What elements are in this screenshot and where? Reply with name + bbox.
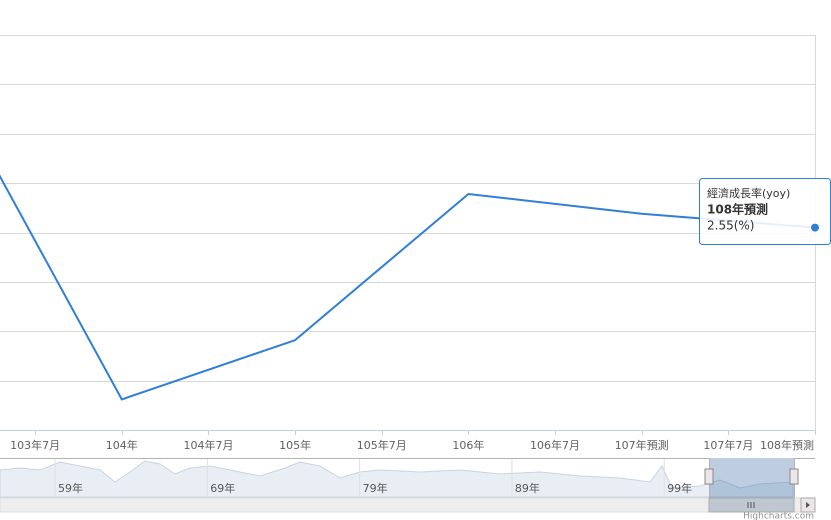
navigator-label: 69年 — [210, 481, 235, 495]
x-tick-label: 108年預測 — [760, 438, 814, 452]
x-tick-label: 106年7月 — [530, 438, 580, 452]
navigator: 59年 69年 79年 89年 99年 — [0, 458, 815, 498]
x-tick-label: 104年7月 — [183, 438, 233, 452]
scrollbar — [0, 497, 816, 513]
hover-marker — [810, 222, 820, 233]
x-tick-label: 106年 — [452, 438, 484, 452]
x-tick-label: 105年 — [279, 438, 311, 452]
navigator-axis: 59年 69年 79年 89年 99年 — [54, 459, 692, 497]
tooltip: 經濟成長率(yoy) 108年預測 2.55(%) — [699, 178, 831, 245]
navigator-label: 79年 — [363, 481, 388, 495]
x-tick-label: 104年 — [106, 438, 138, 452]
navigator-selection[interactable] — [709, 458, 794, 498]
tooltip-value: 2.55(%) — [707, 219, 754, 233]
x-axis: 103年7月 104年 104年7月 105年 105年7月 106年 106年7月 107年… — [0, 430, 816, 452]
navigator-series — [0, 460, 794, 498]
tooltip-header: 108年預測 — [707, 202, 768, 217]
navigator-label: 59年 — [58, 481, 83, 495]
navigator-label: 89年 — [515, 481, 540, 495]
x-tick-label: 103年7月 — [10, 438, 60, 452]
x-tick-label: 107年預測 — [615, 438, 669, 452]
navigator-handle[interactable] — [704, 468, 714, 485]
x-tick-label: 105年7月 — [357, 438, 407, 452]
tooltip-series: 經濟成長率(yoy) — [707, 186, 790, 200]
x-tick-label: 107年7月 — [703, 438, 753, 452]
plot — [0, 174, 816, 401]
grid — [0, 35, 815, 431]
scrollbar-track — [0, 497, 816, 513]
scrollbar-grip — [747, 502, 755, 508]
navigator-handle[interactable] — [789, 468, 799, 485]
series-line — [0, 174, 816, 401]
scrollbar-arrow — [806, 502, 810, 508]
navigator-label: 99年 — [667, 481, 692, 495]
credits[interactable]: Highcharts.com — [743, 512, 814, 520]
